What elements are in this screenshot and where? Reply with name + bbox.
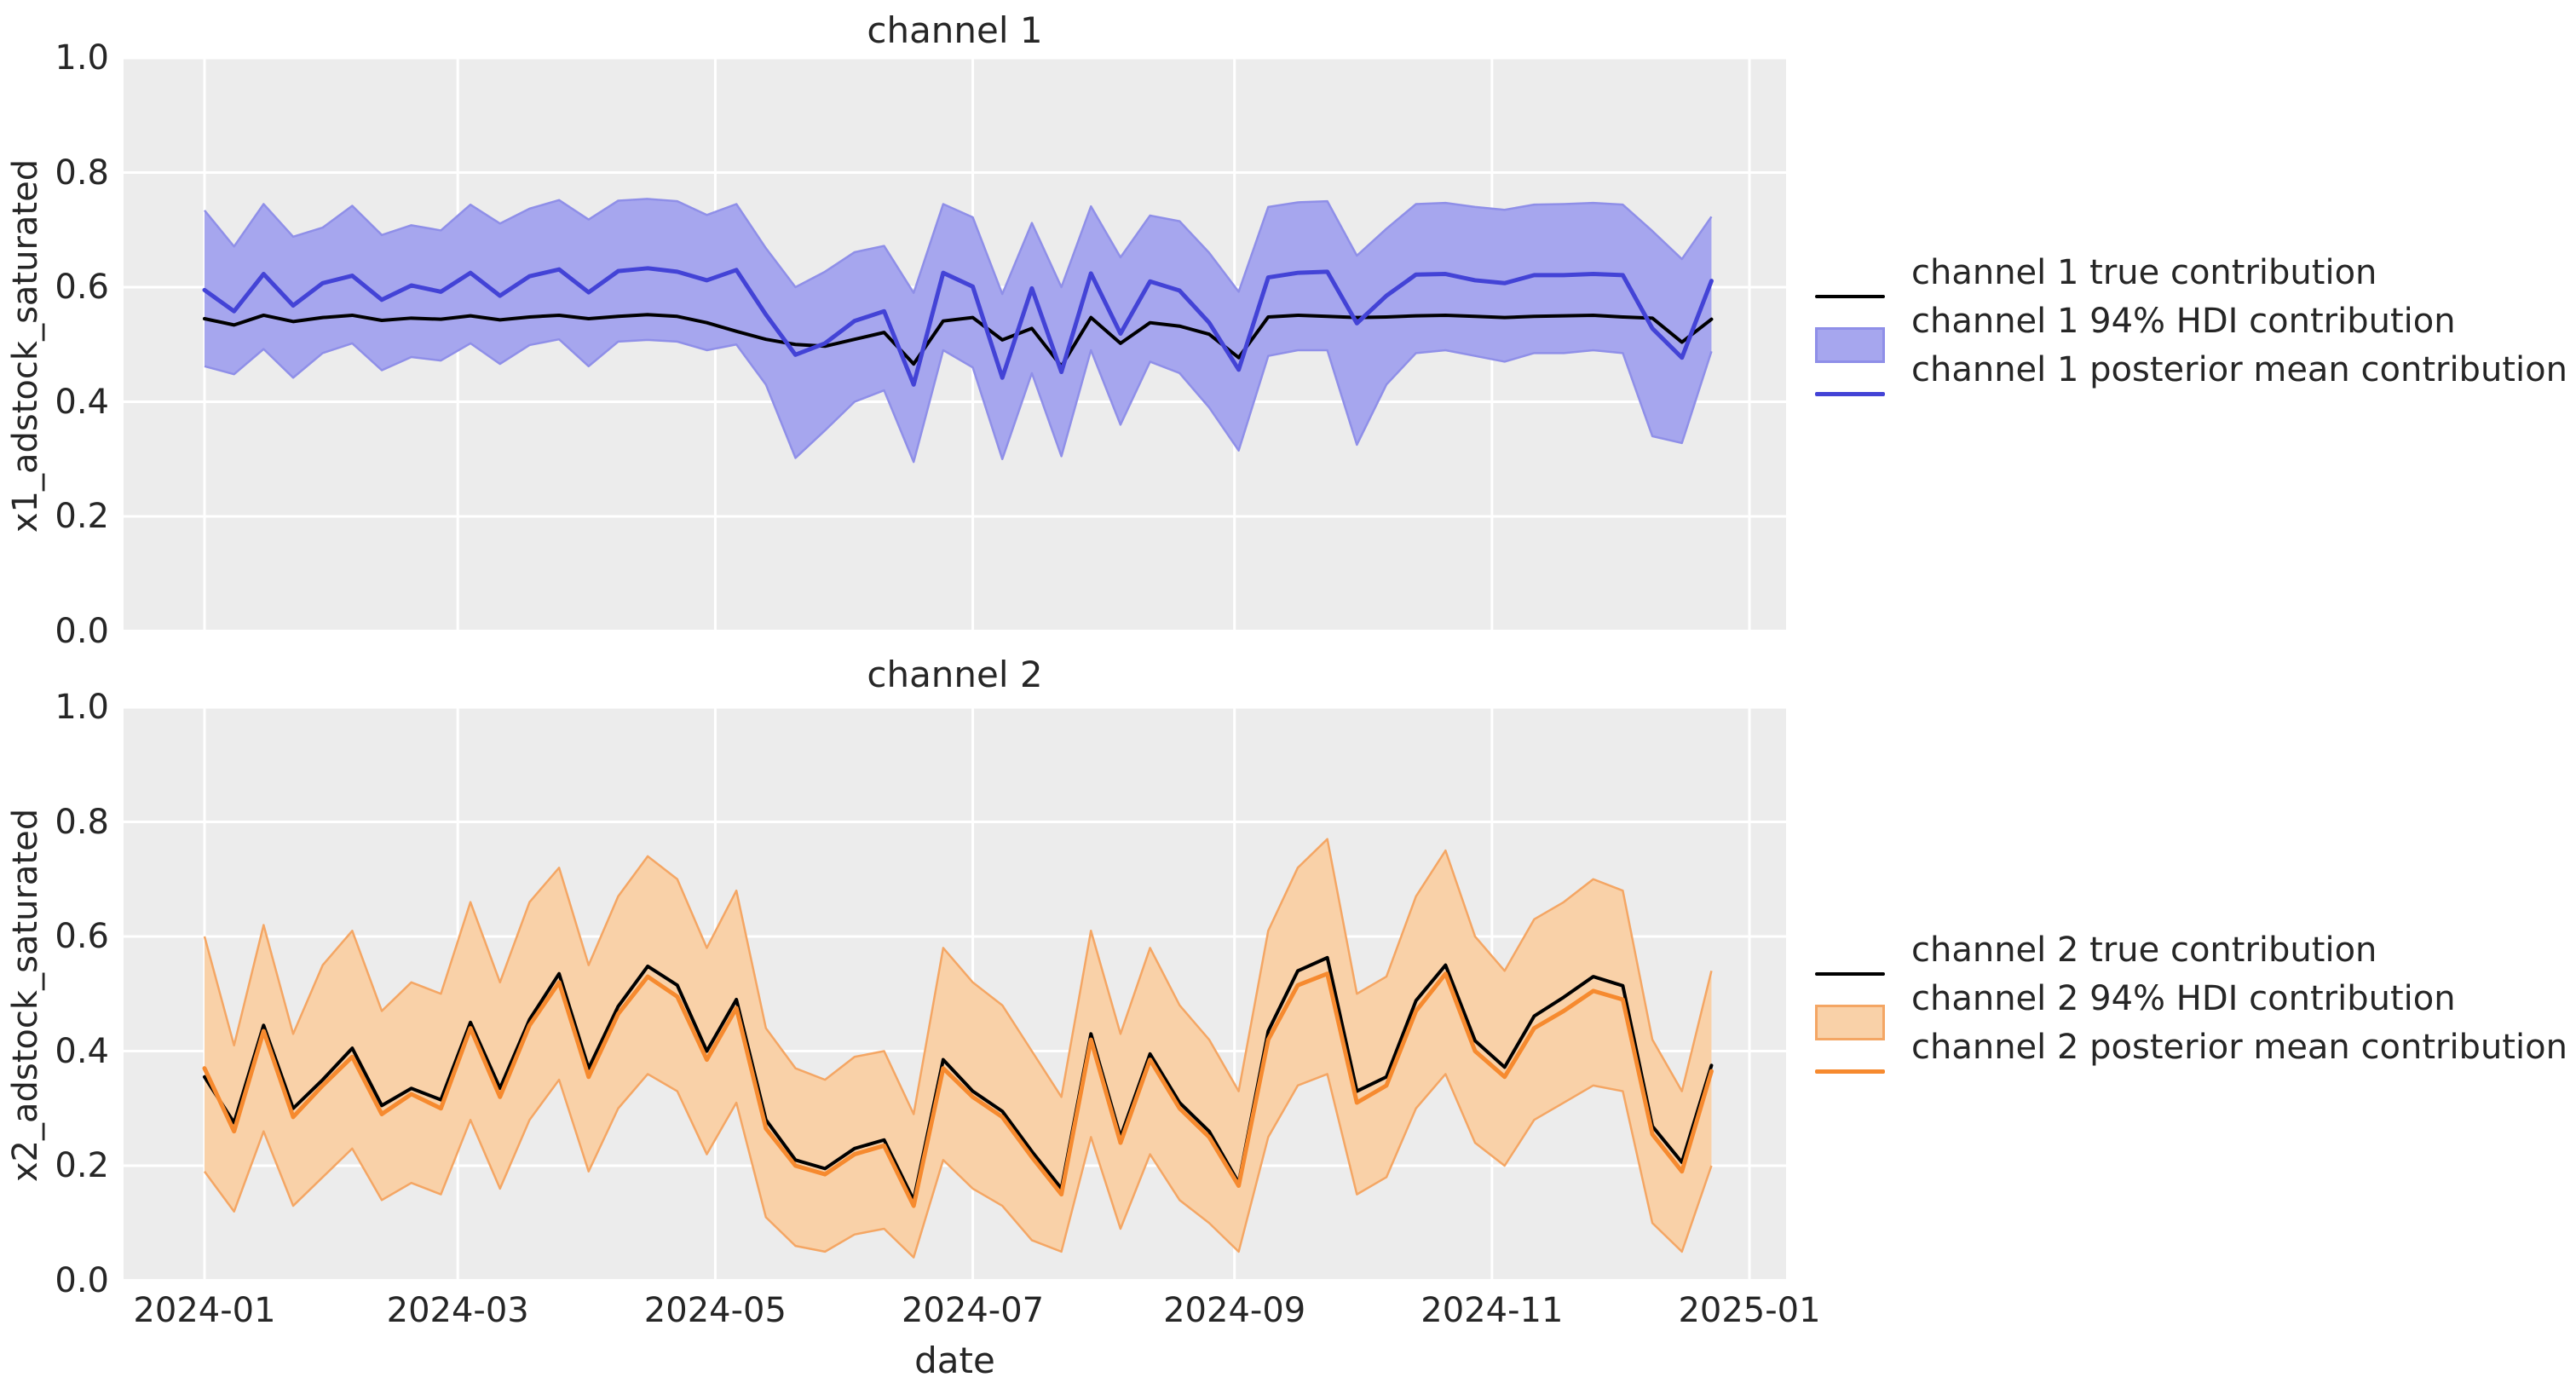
x-tick-label: 2025-01 xyxy=(1678,1291,1821,1330)
chart-title-channel-1: channel 1 xyxy=(867,9,1043,51)
x-tick-label: 2024-03 xyxy=(386,1291,529,1330)
chart-svg-channel-1 xyxy=(124,58,1786,631)
x-tick-label: 2024-11 xyxy=(1421,1291,1564,1330)
y-tick-label: 0.6 xyxy=(55,917,109,956)
plot-area-channel-2 xyxy=(124,707,1786,1281)
y-tick-label: 0.0 xyxy=(55,1260,109,1300)
y-tick-label: 0.8 xyxy=(55,802,109,842)
y-tick-label: 0.0 xyxy=(55,611,109,651)
orange-line-swatch xyxy=(1815,1069,1885,1074)
legend-label: channel 2 posterior mean contribution xyxy=(1911,1028,2567,1067)
hdi-band-swatch xyxy=(1815,327,1885,363)
chart-title-channel-2: channel 2 xyxy=(867,654,1043,695)
x-tick-label: 2024-09 xyxy=(1163,1291,1306,1330)
y-axis-label-bottom: x2_adstock_saturated xyxy=(6,808,45,1183)
y-tick-label: 0.4 xyxy=(55,382,109,422)
y-tick-label: 0.8 xyxy=(55,153,109,193)
hdi-band-swatch xyxy=(1815,1005,1885,1040)
y-axis-label-top: x1_adstock_saturated xyxy=(6,158,45,533)
legend-label: channel 1 94% HDI contribution xyxy=(1911,302,2456,341)
black-line-swatch xyxy=(1815,295,1885,298)
y-tick-label: 0.4 xyxy=(55,1031,109,1071)
y-tick-label: 1.0 xyxy=(55,38,109,78)
chart-svg-channel-2 xyxy=(124,707,1786,1281)
blue-line-swatch xyxy=(1815,392,1885,396)
legend-label: channel 1 posterior mean contribution xyxy=(1911,350,2567,389)
x-tick-label: 2024-05 xyxy=(643,1291,787,1330)
legend-label: channel 1 true contribution xyxy=(1911,253,2377,292)
black-line-swatch xyxy=(1815,972,1885,976)
x-axis-label: date xyxy=(914,1340,995,1381)
y-tick-label: 1.0 xyxy=(55,688,109,727)
y-tick-label: 0.6 xyxy=(55,268,109,307)
x-tick-label: 2024-07 xyxy=(901,1291,1045,1330)
y-tick-label: 0.2 xyxy=(55,497,109,536)
legend-label: channel 2 true contribution xyxy=(1911,931,2377,970)
y-tick-label: 0.2 xyxy=(55,1146,109,1185)
plot-area-channel-1 xyxy=(124,58,1786,631)
x-tick-label: 2024-01 xyxy=(133,1291,276,1330)
legend-label: channel 2 94% HDI contribution xyxy=(1911,979,2456,1018)
